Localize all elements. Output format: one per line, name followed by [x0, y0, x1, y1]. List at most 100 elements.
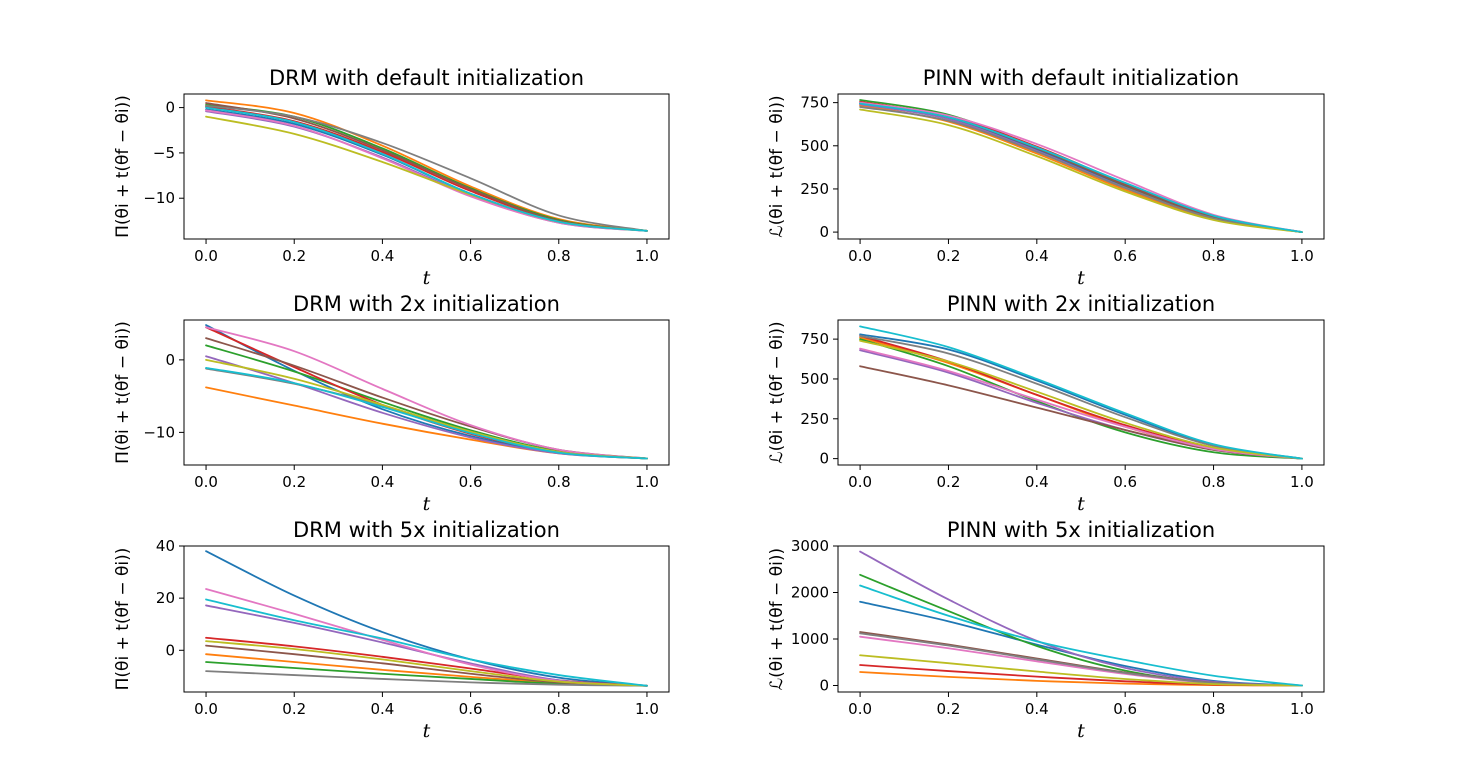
- series-group: [859, 325, 1303, 460]
- series-line-10: [205, 106, 648, 232]
- x-tick-label: 0.2: [282, 473, 306, 491]
- y-axis-label: Π(θi + t(θf − θi)): [113, 548, 133, 691]
- x-axis-label: t: [1077, 493, 1085, 515]
- series-line-8: [859, 335, 1303, 460]
- x-tick-label: 0.2: [937, 700, 961, 718]
- series-line-6: [859, 631, 1303, 687]
- x-tick-label: 1.0: [1290, 473, 1314, 491]
- series-line-9: [205, 640, 648, 687]
- x-tick-label: 0.8: [547, 700, 571, 718]
- y-axis-label: ℒ(θi + t(θf − θi)): [767, 548, 787, 690]
- series-line-7: [205, 588, 648, 687]
- y-tick-label: 500: [800, 370, 829, 388]
- x-tick-label: 0.8: [547, 473, 571, 491]
- y-axis-label: Π(θi + t(θf − θi)): [113, 321, 133, 464]
- x-tick-label: 0.0: [194, 247, 218, 265]
- y-tick-label: 750: [800, 330, 829, 348]
- x-axis-label: t: [1077, 720, 1085, 742]
- series-line-8: [205, 367, 648, 460]
- subplot-title: PINN with 5x initialization: [947, 518, 1215, 542]
- series-line-1: [859, 600, 1303, 687]
- subplot-6: 0.0 0.2 0.4 0.6 0.8 1.0 0 1000 2000 3000 PINN with…: [767, 518, 1325, 742]
- x-tick-label: 0.0: [848, 700, 872, 718]
- x-tick-label: 0.8: [1202, 247, 1226, 265]
- series-line-8: [859, 106, 1303, 233]
- series-group: [859, 99, 1303, 233]
- x-tick-label: 0.6: [459, 700, 483, 718]
- series-line-9: [859, 654, 1303, 687]
- subplot-2: 0.0 0.2 0.4 0.6 0.8 1.0 0 250 500 750 PINN with de…: [767, 66, 1325, 289]
- subplot-4: 0.0 0.2 0.4 0.6 0.8 1.0 0 250 500 750 PINN with 2x…: [767, 292, 1325, 515]
- y-tick-label: 3000: [791, 537, 829, 555]
- y-tick-label: 0: [165, 99, 175, 117]
- series-group: [859, 550, 1303, 687]
- y-axis-label: ℒ(θi + t(θf − θi)): [767, 321, 787, 463]
- axes-frame: [183, 93, 670, 240]
- x-axis-label: t: [423, 720, 431, 742]
- subplot-5: 0.0 0.2 0.4 0.6 0.8 1.0 40 20 0 DRM with 5x initi…: [113, 518, 670, 742]
- x-tick-label: 0.0: [848, 473, 872, 491]
- y-axis-label: Π(θi + t(θf − θi)): [113, 95, 133, 238]
- x-tick-label: 0.6: [1113, 473, 1137, 491]
- axes-frame: [183, 545, 670, 693]
- series-line-3: [205, 103, 648, 232]
- series-line-10: [859, 102, 1303, 233]
- series-line-6: [859, 101, 1303, 233]
- x-axis-label: t: [1077, 267, 1085, 289]
- y-tick-label: 250: [800, 410, 829, 428]
- y-tick-label: 1000: [791, 630, 829, 648]
- x-tick-label: 0.2: [282, 247, 306, 265]
- x-tick-label: 0.4: [370, 700, 394, 718]
- x-tick-label: 0.8: [1202, 473, 1226, 491]
- series-line-7: [859, 347, 1303, 460]
- series-line-8: [205, 670, 648, 687]
- y-tick-label: 0: [165, 641, 175, 659]
- y-tick-label: 500: [800, 137, 829, 155]
- series-line-7: [205, 326, 648, 460]
- series-line-10: [205, 598, 648, 687]
- x-tick-label: 0.2: [937, 247, 961, 265]
- series-line-8: [205, 104, 648, 232]
- axes-frame: [183, 319, 670, 466]
- y-tick-label: 0: [819, 676, 829, 694]
- x-tick-label: 0.2: [937, 473, 961, 491]
- x-tick-label: 1.0: [635, 247, 659, 265]
- y-tick-label: 0: [165, 351, 175, 369]
- series-line-2: [205, 386, 648, 460]
- subplot-title: DRM with default initialization: [269, 66, 584, 90]
- y-tick-label: 0: [819, 223, 829, 241]
- y-tick-label: 20: [156, 589, 175, 607]
- x-tick-label: 0.4: [1025, 700, 1049, 718]
- x-tick-label: 0.2: [282, 700, 306, 718]
- series-line-9: [859, 108, 1303, 233]
- y-tick-label: 2000: [791, 583, 829, 601]
- x-tick-label: 0.6: [1113, 700, 1137, 718]
- series-line-10: [205, 366, 648, 460]
- y-tick-label: 750: [800, 94, 829, 112]
- y-tick-label: 40: [156, 537, 175, 555]
- x-axis-label: t: [423, 267, 431, 289]
- subplot-3: 0.0 0.2 0.4 0.6 0.8 1.0 0 −10 DRM with 2x initia…: [113, 292, 670, 515]
- series-group: [205, 550, 648, 687]
- series-line-6: [859, 365, 1303, 460]
- series-group: [205, 324, 648, 460]
- series-line-6: [205, 337, 648, 460]
- x-tick-label: 0.0: [194, 700, 218, 718]
- x-tick-label: 0.4: [370, 247, 394, 265]
- series-line-10: [859, 584, 1303, 687]
- x-tick-label: 1.0: [1290, 247, 1314, 265]
- subplot-title: PINN with default initialization: [923, 66, 1239, 90]
- axes-frame: [837, 93, 1325, 240]
- x-tick-label: 1.0: [1290, 700, 1314, 718]
- subplot-1: 0.0 0.2 0.4 0.6 0.8 1.0 0 −5 −10 DRM with default…: [113, 66, 670, 289]
- y-tick-label: 0: [819, 450, 829, 468]
- x-tick-label: 0.8: [547, 247, 571, 265]
- series-line-9: [205, 358, 648, 460]
- x-tick-label: 0.4: [1025, 247, 1049, 265]
- series-line-10: [859, 325, 1303, 460]
- series-line-4: [205, 326, 648, 460]
- x-tick-label: 0.0: [848, 247, 872, 265]
- x-tick-label: 0.6: [1113, 247, 1137, 265]
- series-line-1: [859, 102, 1303, 233]
- series-line-1: [205, 550, 648, 687]
